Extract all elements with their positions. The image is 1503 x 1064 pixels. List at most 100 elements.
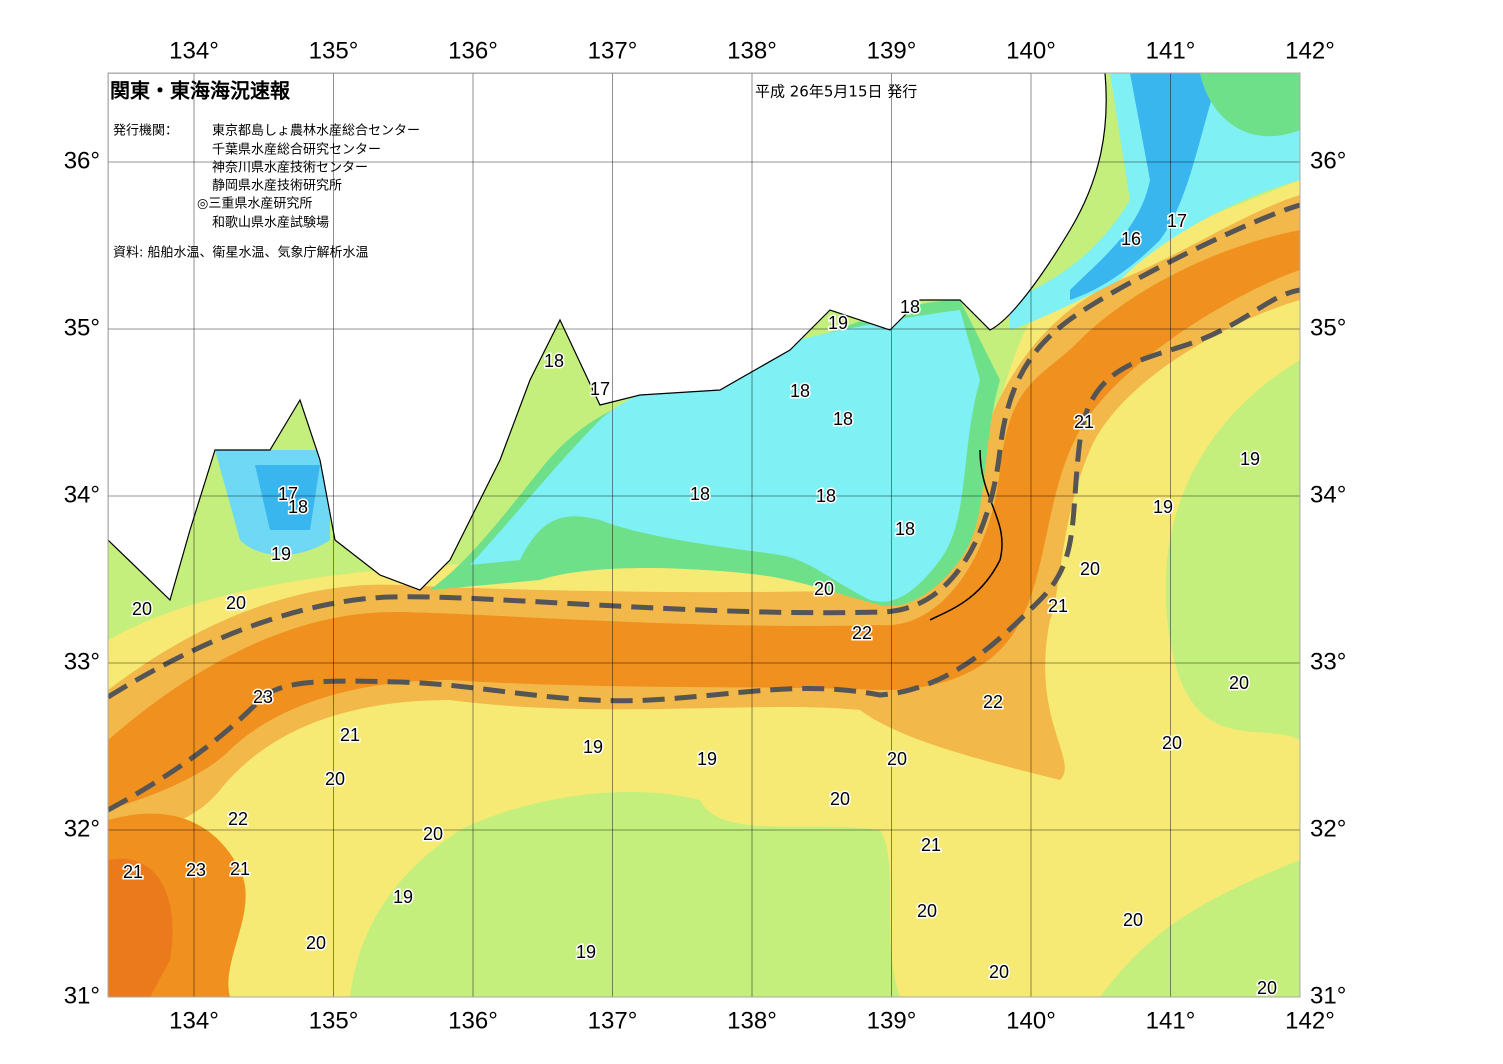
- latitude-label-right: 32°: [1310, 815, 1346, 842]
- contour-label: 18: [833, 409, 853, 429]
- kuroshio-core: [108, 230, 1300, 810]
- latitude-label-left: 34°: [64, 481, 100, 508]
- contour-label: 18: [900, 297, 920, 317]
- latitude-label-left: 35°: [64, 314, 100, 341]
- bay-zone: [470, 310, 980, 602]
- warm-zone: [108, 180, 1300, 997]
- latitude-label-right: 31°: [1310, 982, 1346, 1009]
- contour-label: 20: [132, 599, 152, 619]
- contour-label: 19: [576, 942, 596, 962]
- contour-label: 21: [123, 862, 143, 882]
- contour-label: 19: [271, 544, 291, 564]
- contour-label: 21: [230, 859, 250, 879]
- longitude-label-top: 138°: [727, 37, 777, 64]
- contour-label: 18: [790, 381, 810, 401]
- issuer: 和歌山県水産試験場: [212, 215, 329, 231]
- contour-label: 20: [917, 901, 937, 921]
- coastal-zone: [1200, 73, 1300, 137]
- contour-label: 20: [887, 749, 907, 769]
- contour-label: 19: [1240, 449, 1260, 469]
- contour-label: 18: [895, 519, 915, 539]
- latitude-label-right: 35°: [1310, 314, 1346, 341]
- kuroshio-zone: [108, 195, 1300, 850]
- longitude-label-bottom: 138°: [727, 1007, 777, 1034]
- contour-label: 19: [393, 887, 413, 907]
- issue-date: 平成 26年5月15日 発行: [755, 83, 917, 101]
- issuer: 神奈川県水産技術センター: [212, 160, 368, 176]
- graticule: [108, 73, 1300, 997]
- longitude-label-top: 140°: [1006, 37, 1056, 64]
- latitude-label-right: 33°: [1310, 648, 1346, 675]
- contour-label: 17: [590, 379, 610, 399]
- contour-label: 20: [423, 824, 443, 844]
- contour-label: 20: [1080, 559, 1100, 579]
- latitude-label-left: 33°: [64, 648, 100, 675]
- issuer: 東京都島しょ農林水産総合センター: [212, 123, 420, 139]
- map-frame: [107, 72, 1301, 998]
- contour-line: [929, 449, 1003, 621]
- contour-label: 20: [1257, 978, 1277, 998]
- contour-label: 20: [989, 962, 1009, 982]
- contour-label: 22: [852, 623, 872, 643]
- longitude-label-top: 134°: [169, 37, 219, 64]
- contour-label: 16: [1121, 229, 1141, 249]
- contour-label: 20: [1162, 733, 1182, 753]
- contour-label: 21: [921, 835, 941, 855]
- longitude-label-top: 139°: [867, 37, 917, 64]
- contour-label: 20: [325, 769, 345, 789]
- contour-label: 20: [814, 579, 834, 599]
- latitude-label-right: 34°: [1310, 481, 1346, 508]
- issuer-heading: 発行機関：: [113, 124, 178, 139]
- longitude-label-top: 136°: [448, 37, 498, 64]
- contour-label: 20: [226, 593, 246, 613]
- contour-label: 18: [544, 351, 564, 371]
- cold-zone: [1070, 73, 1220, 300]
- contour-label: 21: [340, 725, 360, 745]
- contour-label: 22: [983, 692, 1003, 712]
- contour-label: 17: [278, 484, 298, 504]
- longitude-label-bottom: 140°: [1006, 1007, 1056, 1034]
- contour-label: 19: [1153, 497, 1173, 517]
- longitude-label-bottom: 136°: [448, 1007, 498, 1034]
- longitude-label-bottom: 135°: [309, 1007, 359, 1034]
- axis-labels: 134° 134° 135° 135° 136° 136° 137° 137° 138° 138°…: [64, 37, 1347, 1034]
- contour-label: 23: [186, 860, 206, 880]
- contour-label: 23: [253, 687, 273, 707]
- latitude-label-right: 36°: [1310, 147, 1346, 174]
- contour-label: 22: [228, 809, 248, 829]
- issuer: 静岡県水産技術研究所: [212, 178, 342, 194]
- title: 関東・東海海況速報: [110, 79, 291, 103]
- contour-label: 21: [1074, 412, 1094, 432]
- latitude-label-left: 32°: [64, 815, 100, 842]
- data-source: 資料: 船舶水温、衛星水温、気象庁解析水温: [113, 245, 369, 261]
- kuroshio-axis-south: [108, 287, 1300, 813]
- contour-label: 17: [1167, 211, 1187, 231]
- longitude-label-top: 135°: [309, 37, 359, 64]
- contour-label: 18: [816, 486, 836, 506]
- issuer: 千葉県水産総合研究センター: [212, 142, 381, 158]
- latitude-label-left: 36°: [64, 147, 100, 174]
- issuer: ◎三重県水産研究所: [197, 196, 312, 212]
- contour-label: 20: [830, 789, 850, 809]
- longitude-label-bottom: 134°: [169, 1007, 219, 1034]
- longitude-label-bottom: 137°: [588, 1007, 638, 1034]
- longitude-label-top: 137°: [588, 37, 638, 64]
- contour-label: 19: [828, 313, 848, 333]
- latitude-label-left: 31°: [64, 982, 100, 1009]
- contour-label: 20: [1229, 673, 1249, 693]
- contour-label: 18: [690, 484, 710, 504]
- contour-label: 20: [1123, 910, 1143, 930]
- kuroshio-axis-north: [108, 202, 1300, 700]
- longitude-label-bottom: 139°: [867, 1007, 917, 1034]
- contour-label: 19: [697, 749, 717, 769]
- contour-label: 20: [306, 933, 326, 953]
- bay-zone: [255, 465, 320, 530]
- land: [108, 73, 1107, 602]
- warm-patch: [108, 858, 173, 997]
- longitude-label-bottom: 141°: [1146, 1007, 1196, 1034]
- longitude-label-top: 141°: [1146, 37, 1196, 64]
- contour-label: 18: [288, 497, 308, 517]
